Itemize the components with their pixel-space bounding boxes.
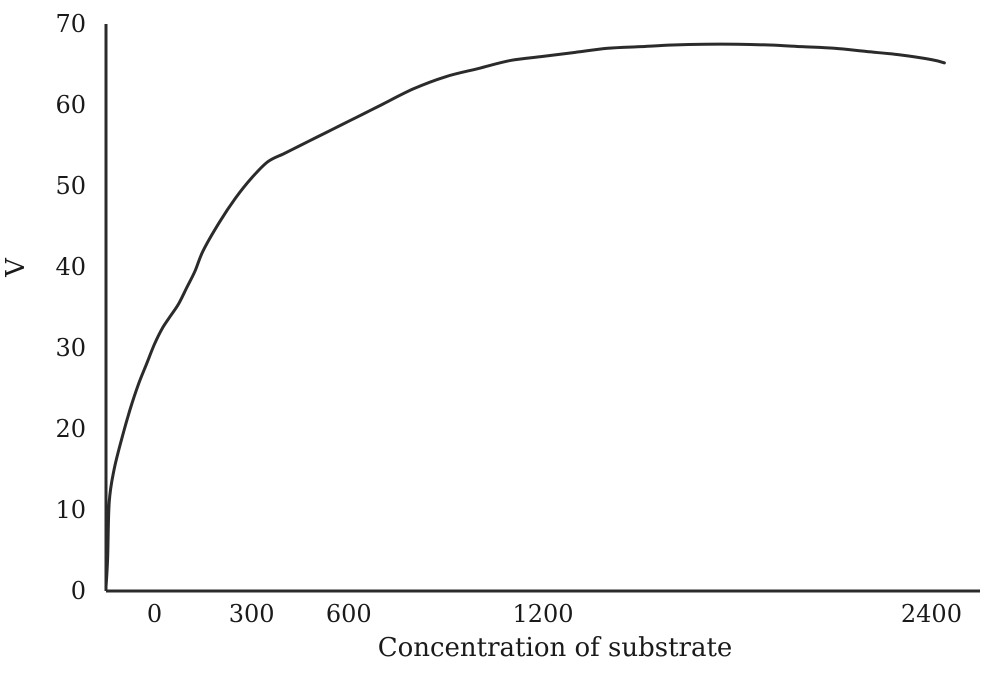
x-tick-label: 0 <box>147 600 162 628</box>
x-tick-label: 600 <box>326 600 372 628</box>
x-tick-label: 300 <box>229 600 275 628</box>
y-tick-label: 40 <box>55 253 86 281</box>
x-tick-labels: 0 300 600 1200 2400 <box>147 600 962 628</box>
series <box>104 42 946 589</box>
y-tick-label: 30 <box>55 334 86 362</box>
y-tick-label: 20 <box>55 415 86 443</box>
series-line <box>104 42 946 589</box>
y-tick-label: 50 <box>55 172 86 200</box>
y-tick-label: 0 <box>71 577 86 605</box>
y-tick-label: 60 <box>55 91 86 119</box>
x-tick-label: 2400 <box>901 600 962 628</box>
y-tick-label: 70 <box>55 10 86 38</box>
x-axis-title: Concentration of substrate <box>378 633 733 663</box>
y-tick-labels: 0 10 20 30 40 50 60 70 <box>55 10 86 605</box>
axes <box>104 24 980 593</box>
y-tick-label: 10 <box>55 496 86 524</box>
y-axis-title: V <box>1 257 31 278</box>
x-tick-label: 1200 <box>512 600 573 628</box>
